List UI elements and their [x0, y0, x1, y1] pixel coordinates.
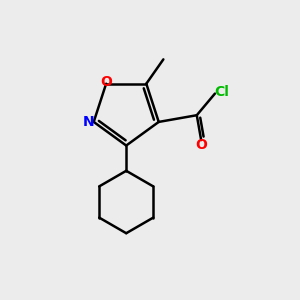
Text: O: O: [100, 75, 112, 89]
Text: N: N: [82, 115, 94, 129]
Text: O: O: [195, 138, 207, 152]
Text: Cl: Cl: [214, 85, 229, 99]
